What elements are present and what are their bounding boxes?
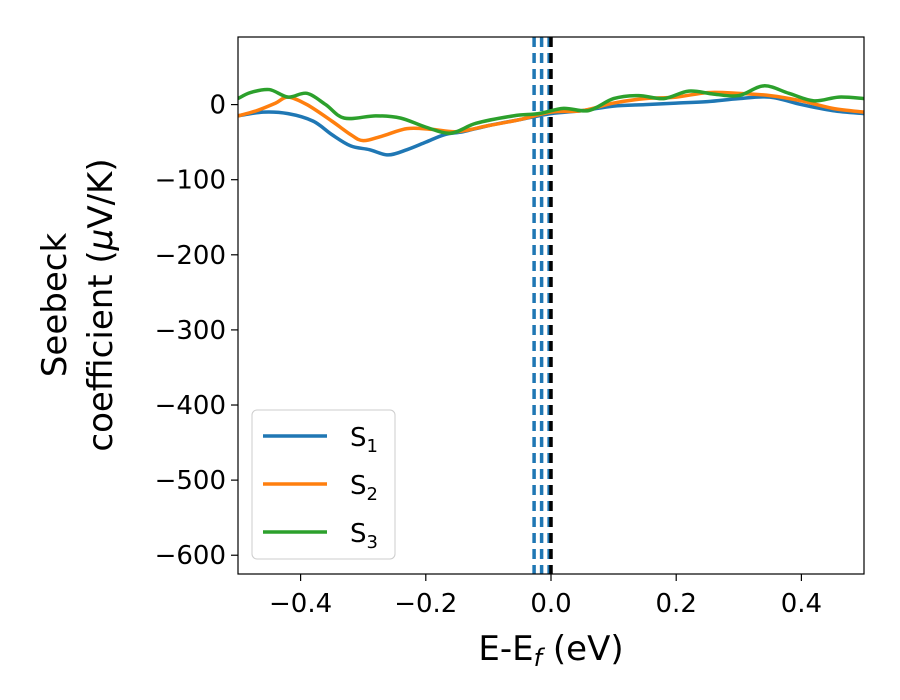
y-tick-label: −300 <box>155 316 226 346</box>
x-tick-label: 0.4 <box>781 589 822 619</box>
series-lines <box>238 84 864 157</box>
y-tick-label: −200 <box>155 241 226 271</box>
x-axis-title-unit: (eV) <box>542 629 624 669</box>
legend: S1 S2 S3 <box>251 409 396 560</box>
legend-label-s3: S3 <box>350 519 378 553</box>
y-tick-label: 0 <box>209 91 226 121</box>
x-tick-label: −0.2 <box>394 589 457 619</box>
legend-label-s2: S2 <box>350 471 378 505</box>
y-tick-label: −500 <box>155 466 226 496</box>
x-axis-title: E-Ef (eV) <box>478 629 623 672</box>
x-tick-label: 0.2 <box>656 589 697 619</box>
y-tick-label: −600 <box>155 541 226 571</box>
y-axis-title: Seebeck coefficient (μV/K) <box>35 158 121 451</box>
legend-label-s1: S1 <box>350 423 378 457</box>
vertical-marker-lines <box>532 37 553 574</box>
x-tick-label: 0.0 <box>530 589 571 619</box>
y-axis-title-mu: μ <box>81 229 121 252</box>
x-tick-label: −0.4 <box>269 589 332 619</box>
series-line-s2 <box>238 90 864 143</box>
series-line-s3 <box>238 84 864 135</box>
y-tick-label: −400 <box>155 391 226 421</box>
y-axis-title-line1: Seebeck <box>35 233 75 378</box>
y-axis-title-line2: coefficient (μV/K) <box>81 158 121 451</box>
x-axis-title-main: E-E <box>478 629 533 669</box>
x-axis-ticks: −0.4 −0.2 0.0 0.2 0.4 <box>269 574 822 619</box>
y-axis-ticks: 0 −100 −200 −300 −400 −500 −600 <box>155 91 238 571</box>
y-tick-label: −100 <box>155 166 226 196</box>
